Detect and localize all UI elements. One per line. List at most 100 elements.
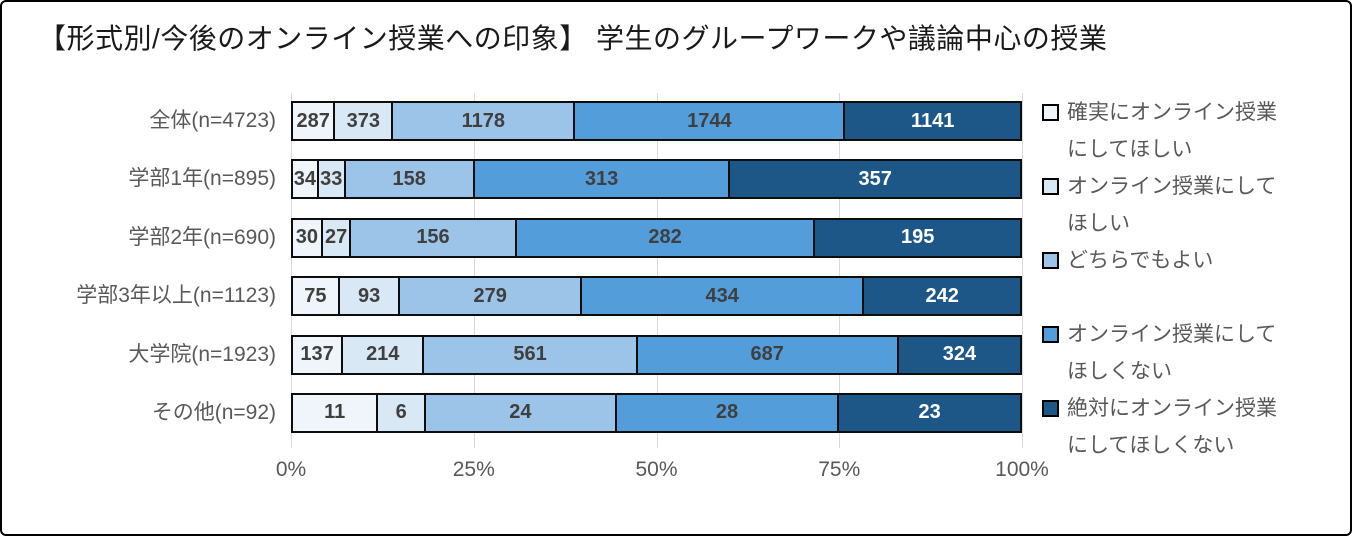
bar-segment: 23 [839,392,1022,433]
bar-segment: 33 [318,159,346,200]
segment-value-label: 1141 [910,109,955,132]
legend-item-label: どちらでもよい [1067,249,1214,272]
segment-value-label: 30 [295,226,319,249]
legend-item: オンライン授業にしてほしい [1042,168,1342,242]
x-axis-tick-label: 50% [635,458,678,481]
stacked-bar: 34 33 158 313 357 [291,159,1022,200]
bar-segment: 137 [291,334,344,375]
chart-body: 全体(n=4723) 287 373 1178 1744 1141 学部1年(n=895) 3… [2,93,1350,490]
category-label: 学部3年以上(n=1123) [76,284,276,308]
legend-swatch [1042,104,1059,121]
bar-segment: 11 [291,392,379,433]
bar-row: 大学院(n=1923) 137 214 561 687 324 [2,334,1022,375]
segment-value-label: 282 [648,226,682,249]
bar-row: 学部1年(n=895) 34 33 158 313 357 [2,159,1022,200]
category-label: 全体(n=4723) [149,109,276,132]
segment-value-label: 687 [750,343,784,366]
segment-value-label: 357 [858,167,892,190]
segment-value-label: 195 [900,226,935,249]
gridline [656,93,658,448]
bar-segment: 158 [345,159,475,200]
x-axis-tick-label: 100% [995,458,1049,481]
bar-row: 学部2年(n=690) 30 27 156 282 195 [2,217,1022,258]
stacked-bar: 137 214 561 687 324 [291,334,1022,375]
segment-value-label: 28 [715,401,739,424]
bar-segment: 1178 [393,101,576,141]
bar-segment: 156 [351,217,517,258]
bar-segment: 357 [730,159,1022,200]
bar-segment: 195 [815,217,1022,258]
legend-item-label: オンライン授業にしてほしくない [1067,323,1277,383]
x-axis-tick-label: 25% [452,458,495,481]
stacked-bar: 30 27 156 282 195 [291,217,1022,258]
legend-swatch [1042,178,1059,195]
segment-value-label: 324 [942,343,977,366]
stacked-bar: 287 373 1178 1744 1141 [291,101,1022,141]
bar-segment: 561 [424,334,638,375]
category-label: 大学院(n=1923) [128,342,276,366]
segment-value-label: 137 [300,343,334,366]
legend-swatch [1042,326,1059,343]
bar-segment: 279 [400,276,582,317]
stacked-bar: 11 6 24 28 23 [291,392,1022,433]
bar-segment: 373 [335,101,394,141]
segment-value-label: 23 [918,401,941,424]
segment-value-label: 34 [293,167,316,190]
bar-segment: 24 [426,392,617,433]
segment-value-label: 279 [473,284,507,307]
bar-segment: 324 [898,334,1022,375]
segment-value-label: 242 [925,284,959,307]
gridline [291,93,292,448]
x-axis: 0% 25% 50% 75% 100% [276,448,1049,490]
chart-title: 【形式別/今後のオンライン授業への印象】 学生のグループワークや議論中心の授業 [38,23,1108,54]
bar-segment: 242 [864,276,1022,317]
segment-value-label: 158 [392,167,426,190]
segment-value-label: 373 [346,109,380,132]
legend-item-label: 絶対にオンライン授業にしてほしくない [1067,397,1277,457]
legend-swatch [1042,252,1059,269]
legend-swatch [1042,400,1059,417]
bar-segment: 214 [343,334,425,375]
segment-value-label: 156 [416,226,450,249]
x-axis-tick-label: 0% [275,458,307,481]
bar-segment: 75 [291,276,340,317]
segment-value-label: 33 [320,167,343,190]
category-label: 学部1年(n=895) [128,167,276,191]
segment-value-label: 434 [705,284,739,307]
bar-segment: 1744 [575,101,846,141]
bar-segment: 313 [474,159,731,200]
segment-value-label: 6 [395,401,407,424]
bar-segment: 30 [291,217,323,258]
bar-rows: 全体(n=4723) 287 373 1178 1744 1141 学部1年(n=895) 3… [2,93,1022,448]
bar-segment: 687 [637,334,899,375]
legend-item: オンライン授業にしてほしくない [1042,316,1342,390]
category-label: その他(n=92) [151,400,276,424]
segment-value-label: 93 [357,284,381,307]
legend-item-label: 確実にオンライン授業にしてほしい [1067,101,1277,161]
segment-value-label: 1178 [461,109,505,132]
segment-value-label: 75 [304,284,327,307]
segment-value-label: 313 [584,167,619,190]
plot-area: 全体(n=4723) 287 373 1178 1744 1141 学部1年(n=895) 3… [2,93,1042,448]
legend-item-label: オンライン授業にしてほしい [1067,175,1277,235]
segment-value-label: 1744 [687,109,732,132]
bar-segment: 6 [378,392,427,433]
segment-value-label: 27 [324,226,348,249]
grid-layer [291,93,1023,448]
stacked-bar: 75 93 279 434 242 [291,276,1022,317]
bar-segment: 93 [339,276,401,317]
segment-value-label: 561 [513,343,547,366]
bar-segment: 434 [581,276,865,317]
gridline [839,93,841,448]
bar-segment: 28 [616,392,840,433]
segment-value-label: 287 [296,109,330,132]
gridline [1022,93,1023,448]
segment-value-label: 24 [509,401,532,424]
gridline [473,93,475,448]
legend-item: 確実にオンライン授業にしてほしい [1042,94,1342,168]
segment-value-label: 214 [366,343,400,366]
bar-segment: 27 [322,217,352,258]
legend: 確実にオンライン授業にしてほしい オンライン授業にしてほしいどちらでもよいオンライ… [1042,93,1342,490]
bar-row: 全体(n=4723) 287 373 1178 1744 1141 [2,101,1022,141]
